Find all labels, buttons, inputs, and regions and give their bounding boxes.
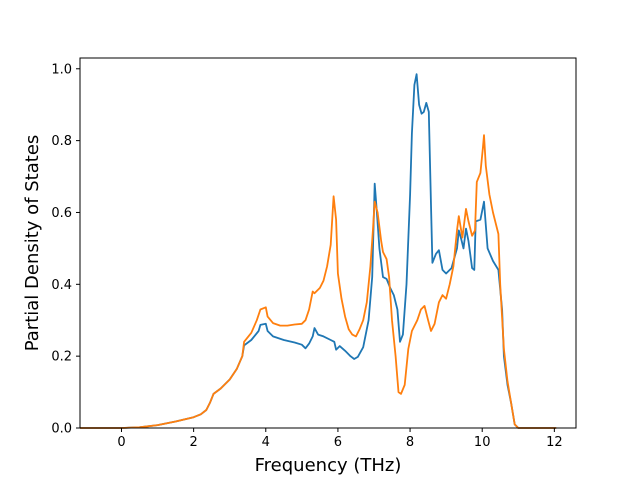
x-axis-ticks: 0 2 4 6 8 10 12 [117,428,563,450]
x-tick-label: 6 [334,435,342,450]
x-tick-label: 0 [117,435,125,450]
series-line-1 [80,73,557,429]
y-axis-ticks: 0.0 0.2 0.4 0.6 0.8 1.0 [51,62,80,437]
x-tick-label: 2 [189,435,197,450]
plot-frame [79,57,577,429]
series-layer [80,73,557,429]
y-tick-label: 0.8 [51,134,72,149]
y-axis-label: Partial Density of States [22,135,43,352]
x-axis-label: Frequency (THz) [255,455,402,476]
y-tick-label: 0.6 [51,206,72,221]
series-line-2 [80,134,557,429]
x-tick-label: 12 [546,435,563,450]
y-tick-label: 0.2 [51,350,72,365]
x-tick-label: 4 [262,435,270,450]
x-tick-label: 10 [474,435,491,450]
x-tick-label: 8 [406,435,414,450]
y-tick-label: 0.0 [51,422,72,437]
y-tick-label: 1.0 [51,62,72,77]
y-tick-label: 0.4 [51,278,72,293]
